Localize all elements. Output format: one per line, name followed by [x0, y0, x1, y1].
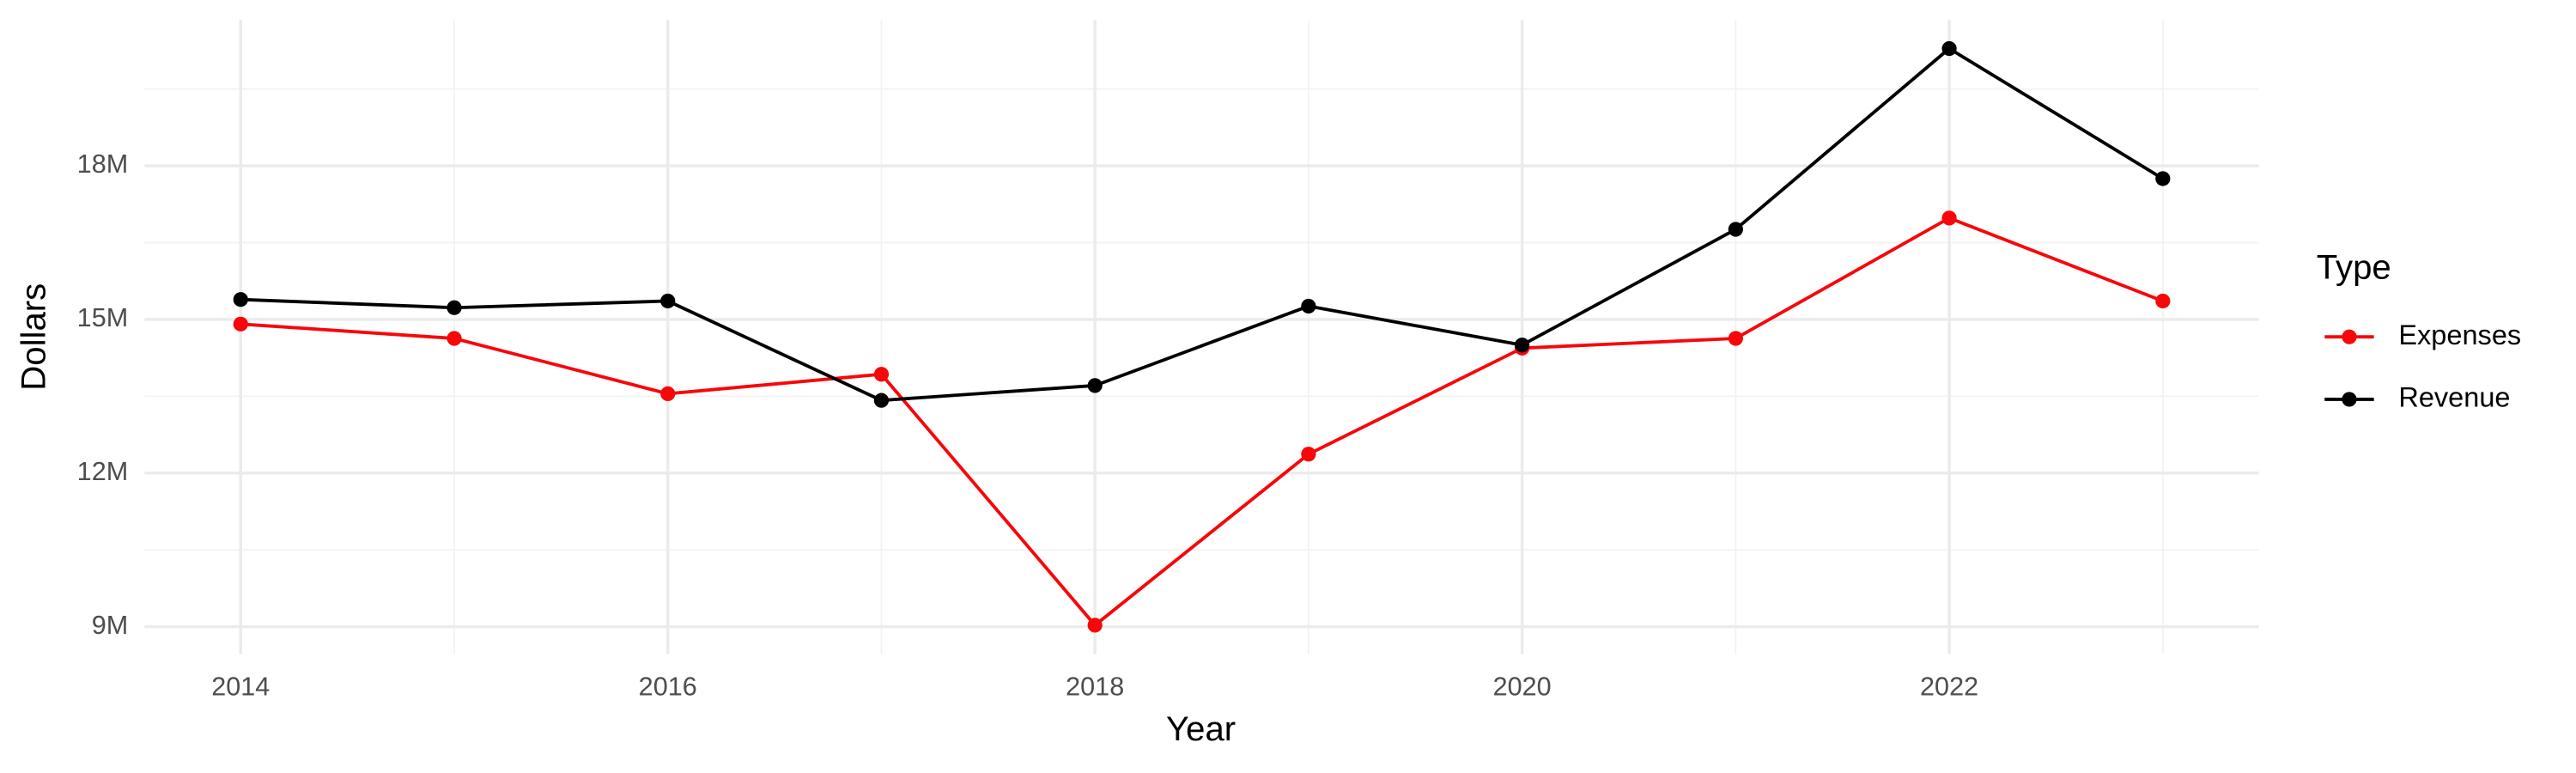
y-tick-label: 18M: [77, 149, 129, 179]
data-point: [447, 300, 462, 315]
data-point: [1087, 618, 1103, 633]
data-point: [1728, 222, 1743, 237]
legend-key-point: [2342, 329, 2357, 344]
y-tick-label: 9M: [92, 611, 129, 640]
data-point: [873, 367, 890, 382]
x-axis-title: Year: [1166, 709, 1236, 748]
data-point: [1301, 447, 1316, 462]
x-tick-label: 2018: [1066, 673, 1124, 702]
data-point: [1941, 210, 1957, 226]
data-point: [1515, 338, 1530, 353]
data-point: [1087, 378, 1103, 393]
series-line: [240, 216, 2164, 628]
y-tick-label: 15M: [77, 303, 129, 332]
data-point: [233, 316, 248, 332]
data-point: [447, 331, 462, 346]
data-point: [233, 292, 248, 307]
legend-label: Expenses: [2398, 320, 2521, 350]
data-point: [2155, 171, 2171, 186]
legend-title: Type: [2317, 247, 2391, 286]
x-tick-label: 2022: [1920, 673, 1978, 702]
legend-label: Revenue: [2398, 382, 2510, 413]
data-point: [2155, 293, 2171, 309]
data-point: [660, 293, 676, 309]
legend-key-point: [2342, 392, 2357, 407]
y-axis-title: Dollars: [15, 283, 53, 391]
x-tick-label: 2014: [211, 673, 270, 702]
data-point: [660, 386, 676, 402]
data-point: [1941, 40, 1957, 57]
data-point: [1728, 331, 1743, 346]
data-point: [1301, 298, 1316, 314]
x-tick-label: 2016: [639, 673, 697, 702]
y-tick-label: 12M: [77, 457, 129, 486]
series-line: [240, 46, 2164, 403]
x-tick-label: 2020: [1493, 673, 1552, 702]
data-point: [873, 393, 890, 408]
